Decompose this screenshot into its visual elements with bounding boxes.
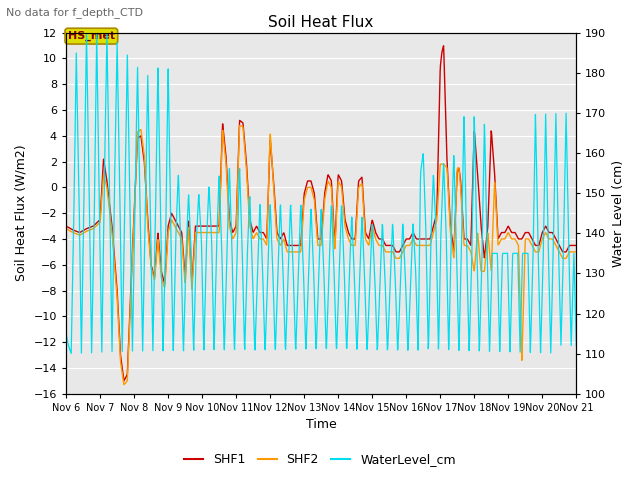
Text: No data for f_depth_CTD: No data for f_depth_CTD [6, 7, 143, 18]
Y-axis label: Water Level (cm): Water Level (cm) [612, 160, 625, 267]
Text: HS_met: HS_met [68, 31, 115, 41]
Legend: SHF1, SHF2, WaterLevel_cm: SHF1, SHF2, WaterLevel_cm [179, 448, 461, 471]
Y-axis label: Soil Heat Flux (W/m2): Soil Heat Flux (W/m2) [15, 145, 28, 281]
Title: Soil Heat Flux: Soil Heat Flux [269, 15, 374, 30]
X-axis label: Time: Time [306, 419, 337, 432]
